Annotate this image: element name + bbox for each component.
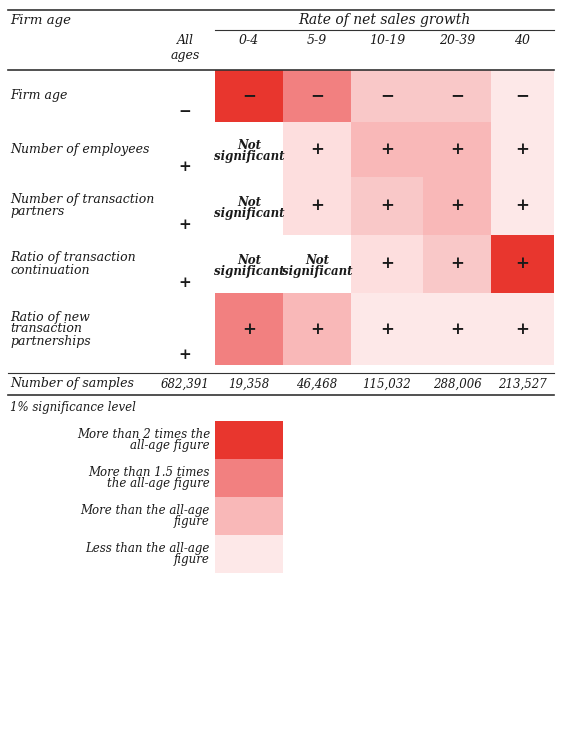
Bar [351, 293, 423, 365]
Bar [491, 70, 554, 122]
Text: 10-19: 10-19 [369, 34, 405, 47]
Bar [491, 293, 554, 365]
Text: +: + [179, 160, 192, 174]
Text: figure: figure [174, 515, 210, 528]
Bar [351, 70, 423, 122]
Text: +: + [450, 321, 464, 338]
Text: figure: figure [174, 553, 210, 566]
Text: Less than the all-age: Less than the all-age [85, 542, 210, 555]
Text: Ratio of transaction: Ratio of transaction [10, 252, 135, 264]
Text: +: + [380, 141, 394, 158]
Text: partners: partners [10, 206, 64, 219]
Bar [351, 235, 423, 293]
Text: 115,032: 115,032 [362, 377, 411, 390]
Text: More than the all-age: More than the all-age [80, 504, 210, 517]
Text: 0-4: 0-4 [239, 34, 259, 47]
Text: Firm age: Firm age [10, 14, 71, 27]
Text: +: + [242, 321, 256, 338]
Bar [491, 122, 554, 177]
Text: 682,391: 682,391 [161, 377, 210, 390]
Text: Number of samples: Number of samples [10, 377, 134, 390]
Bar [215, 535, 283, 573]
Bar [491, 235, 554, 293]
Text: significant: significant [214, 150, 284, 163]
Bar [215, 421, 283, 459]
Bar [351, 122, 423, 177]
Text: significant: significant [214, 264, 284, 277]
Text: −: − [310, 87, 324, 104]
Bar [423, 293, 491, 365]
Text: +: + [515, 197, 529, 214]
Text: 46,468: 46,468 [296, 377, 338, 390]
Text: More than 1.5 times: More than 1.5 times [89, 466, 210, 479]
Bar [423, 70, 491, 122]
Bar [423, 122, 491, 177]
Text: Ratio of new: Ratio of new [10, 310, 90, 324]
Text: +: + [179, 276, 192, 290]
Text: Not: Not [305, 253, 329, 266]
Text: all-age figure: all-age figure [130, 439, 210, 452]
Text: significant: significant [214, 206, 284, 219]
Text: Number of employees: Number of employees [10, 143, 149, 156]
Bar [283, 177, 351, 235]
Text: 20-39: 20-39 [439, 34, 475, 47]
Text: +: + [450, 255, 464, 272]
Text: −: − [380, 87, 394, 104]
Bar [215, 459, 283, 497]
Text: Number of transaction: Number of transaction [10, 194, 154, 206]
Text: Not: Not [237, 139, 261, 152]
Text: +: + [310, 321, 324, 338]
Text: +: + [380, 255, 394, 272]
Text: 40: 40 [514, 34, 531, 47]
Bar [215, 497, 283, 535]
Text: 1% significance level: 1% significance level [10, 401, 136, 414]
Bar [283, 70, 351, 122]
Text: 288,006: 288,006 [433, 377, 482, 390]
Bar [423, 177, 491, 235]
Text: Rate of net sales growth: Rate of net sales growth [298, 13, 470, 27]
Text: 5-9: 5-9 [307, 34, 327, 47]
Bar [423, 235, 491, 293]
Text: +: + [380, 197, 394, 214]
Text: the all-age figure: the all-age figure [107, 477, 210, 490]
Text: +: + [179, 348, 192, 362]
Text: −: − [450, 87, 464, 104]
Text: +: + [380, 321, 394, 338]
Text: +: + [515, 321, 529, 338]
Text: −: − [242, 87, 256, 104]
Text: Firm age: Firm age [10, 90, 67, 103]
Bar [351, 177, 423, 235]
Text: All
ages: All ages [170, 34, 200, 62]
Text: continuation: continuation [10, 264, 89, 277]
Text: More than 2 times the: More than 2 times the [77, 428, 210, 441]
Text: transaction: transaction [10, 322, 82, 335]
Text: 19,358: 19,358 [228, 377, 270, 390]
Bar [215, 293, 283, 365]
Text: +: + [310, 197, 324, 214]
Text: +: + [450, 197, 464, 214]
Text: +: + [450, 141, 464, 158]
Text: 213,527: 213,527 [498, 377, 547, 390]
Text: +: + [515, 141, 529, 158]
Text: +: + [310, 141, 324, 158]
Bar [283, 293, 351, 365]
Text: significant: significant [282, 264, 352, 277]
Bar [215, 70, 283, 122]
Text: Not: Not [237, 195, 261, 208]
Text: −: − [179, 105, 192, 119]
Text: Not: Not [237, 253, 261, 266]
Text: partnerships: partnerships [10, 335, 90, 347]
Text: −: − [515, 87, 529, 104]
Bar [491, 177, 554, 235]
Text: +: + [179, 218, 192, 232]
Bar [283, 122, 351, 177]
Text: +: + [515, 255, 529, 272]
